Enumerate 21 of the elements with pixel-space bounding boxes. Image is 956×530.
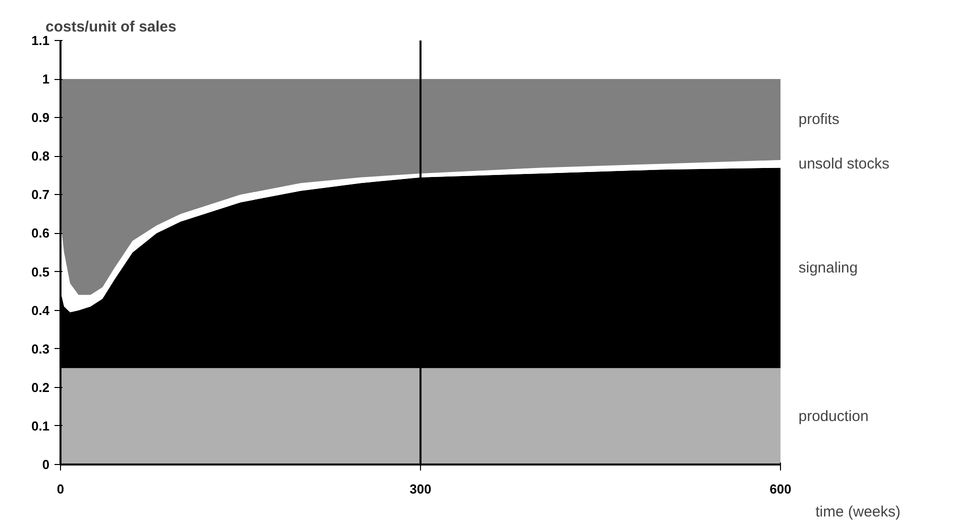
y-tick-label: 0.3 (31, 341, 50, 356)
x-tick-label: 600 (770, 482, 792, 496)
y-tick-label: 0.1 (31, 418, 50, 434)
y-tick-label: 1.1 (31, 33, 50, 48)
series-label: profits (798, 111, 840, 128)
y-tick-label: 0.6 (31, 226, 50, 241)
y-tick-label: 0 (42, 457, 50, 472)
series-label: unsold stocks (798, 155, 890, 172)
y-tick-label: 0.7 (31, 187, 50, 202)
series-label: production (798, 408, 869, 425)
y-tick-label: 0.5 (31, 264, 50, 280)
y-tick-label: 0.8 (31, 148, 50, 164)
series-label: signaling (798, 259, 858, 276)
y-tick-label: 0.9 (31, 110, 50, 126)
x-axis-title: time (weeks) (815, 504, 901, 520)
y-tick-label: 0.4 (31, 302, 50, 318)
x-tick-label: 300 (410, 482, 432, 496)
x-tick-label: 0 (56, 482, 64, 496)
y-tick-label: 1 (42, 72, 50, 87)
y-axis-title: costs/unit of sales (46, 18, 176, 36)
y-tick-label: 0.2 (31, 380, 50, 395)
